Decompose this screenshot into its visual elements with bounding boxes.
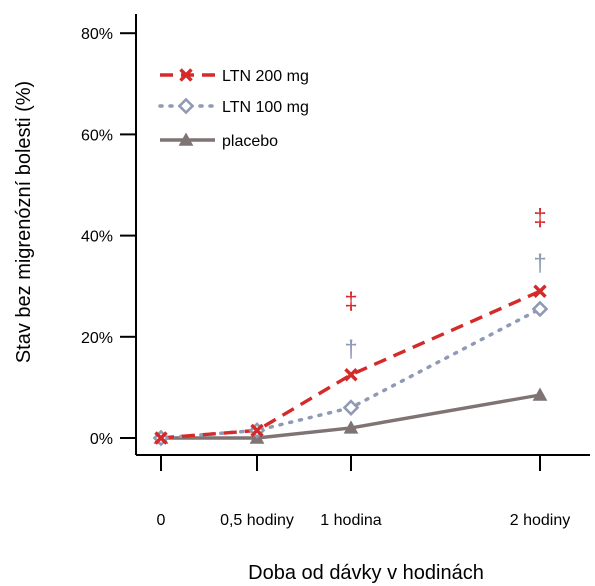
data-point-2-2 xyxy=(343,420,359,434)
significance-annotations: ‡ ‡ † † xyxy=(344,204,546,363)
x-tick-label: 2 hodiny xyxy=(510,512,571,529)
legend-label-2: placebo xyxy=(222,133,278,150)
legend-label-1: LTN 100 mg xyxy=(222,99,309,116)
y-tick-label: 40% xyxy=(81,229,113,246)
legend-marker-0 xyxy=(179,68,193,82)
y-ticks: 0% 20% 40% 60% 80% xyxy=(81,26,136,448)
y-tick-label: 20% xyxy=(81,330,113,347)
legend-label-0: LTN 200 mg xyxy=(222,68,309,85)
data-point-2-3 xyxy=(532,387,548,401)
y-tick-label: 0% xyxy=(90,431,113,448)
y-tick-label: 60% xyxy=(81,127,113,144)
data-point-1-2 xyxy=(342,399,360,416)
y-axis-label: Stav bez migrenózní bolesti (%) xyxy=(13,81,35,363)
y-tick-label: 80% xyxy=(81,26,113,43)
x-tick-label: 1 hodina xyxy=(320,512,381,529)
series-markers xyxy=(152,284,549,447)
series-line-2 xyxy=(161,393,541,440)
legend-marker-2 xyxy=(178,132,194,146)
data-point-0-0 xyxy=(154,431,168,445)
data-point-0-3 xyxy=(533,284,547,298)
legend: LTN 200 mg LTN 100 mg placebo xyxy=(158,68,309,150)
annotation-1-1: † xyxy=(533,250,546,277)
data-point-0-2 xyxy=(344,368,358,382)
data-point-0-1 xyxy=(250,423,264,438)
series-line-1 xyxy=(159,307,542,440)
x-tick-label: 0,5 hodiny xyxy=(220,512,294,529)
x-ticks: 0 0,5 hodiny 1 hodina 2 hodiny xyxy=(157,455,571,529)
annotation-0-1: ‡ xyxy=(533,204,546,231)
annotation-0-0: ‡ xyxy=(344,288,357,315)
x-axis-label: Doba od dávky v hodinách xyxy=(248,562,484,584)
annotation-1-0: † xyxy=(344,336,357,363)
data-point-1-3 xyxy=(531,300,549,318)
legend-marker-1 xyxy=(177,97,195,115)
axes xyxy=(135,14,590,456)
series-lines xyxy=(159,289,542,440)
x-tick-label: 0 xyxy=(157,512,166,529)
series-line-0 xyxy=(160,289,541,440)
